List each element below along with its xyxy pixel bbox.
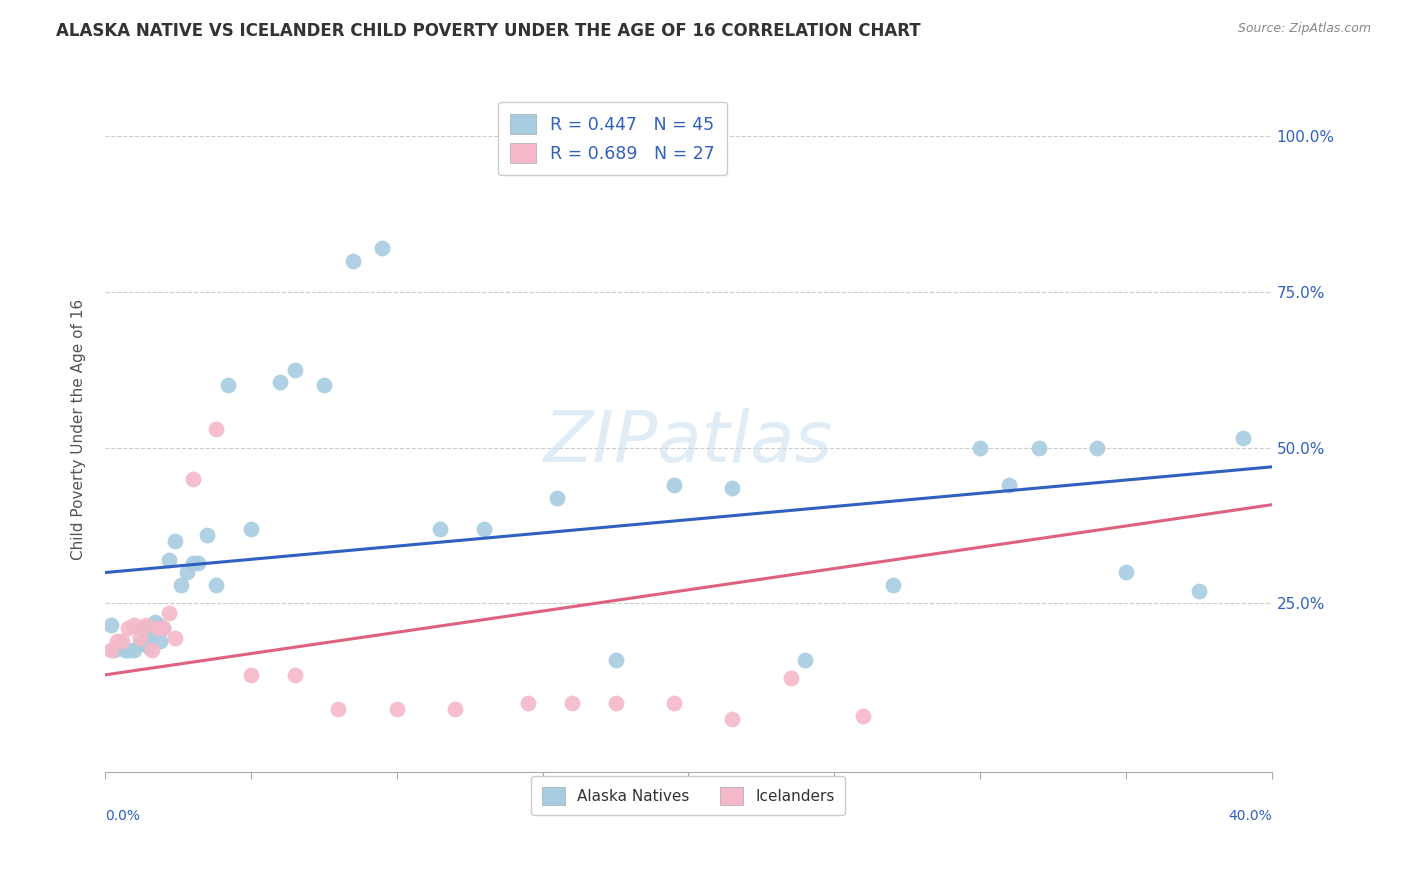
Point [195,528,218,542]
Point [239,522,262,536]
Point [1085,441,1108,455]
Point [187,556,209,570]
Point [117,643,139,657]
Point [794,652,817,666]
Point [181,556,204,570]
Point [111,633,134,648]
Point [385,702,408,716]
Point [146,618,169,632]
Point [217,378,239,392]
Point [163,631,186,645]
Point [152,621,174,635]
Point [371,241,394,255]
Point [312,378,335,392]
Point [181,472,204,486]
Point [517,696,540,710]
Point [122,618,145,632]
Point [141,643,163,657]
Point [779,671,801,685]
Point [176,566,198,580]
Point [546,491,568,505]
Point [103,643,125,657]
Point [129,631,152,645]
Point [239,668,262,682]
Point [157,553,180,567]
Point [117,621,139,635]
Point [721,712,744,726]
Point [122,643,145,657]
Point [141,627,163,641]
Point [100,643,122,657]
Point [1188,584,1211,599]
Point [662,478,685,492]
Text: Source: ZipAtlas.com: Source: ZipAtlas.com [1237,22,1371,36]
Point [132,621,155,635]
Point [163,534,186,549]
Point [143,615,166,630]
Point [328,702,350,716]
Point [135,631,157,645]
Point [129,637,152,651]
Text: 0.0%: 0.0% [105,809,141,823]
Point [444,702,467,716]
Point [561,696,583,710]
Point [152,621,174,635]
Legend: Alaska Natives, Icelanders: Alaska Natives, Icelanders [531,776,845,815]
Point [146,621,169,635]
Point [100,618,122,632]
Text: ALASKA NATIVE VS ICELANDER CHILD POVERTY UNDER THE AGE OF 16 CORRELATION CHART: ALASKA NATIVE VS ICELANDER CHILD POVERTY… [56,22,921,40]
Point [969,441,991,455]
Point [170,578,193,592]
Text: 40.0%: 40.0% [1229,809,1272,823]
Point [882,578,904,592]
Point [284,668,307,682]
Point [1232,431,1254,445]
Point [105,633,128,648]
Point [472,522,495,536]
Point [205,578,228,592]
Point [269,376,291,390]
Point [205,422,228,436]
Point [1028,441,1050,455]
Point [284,363,307,377]
Y-axis label: Child Poverty Under the Age of 16: Child Poverty Under the Age of 16 [72,299,86,559]
Point [108,637,131,651]
Text: ZIPatlas: ZIPatlas [544,409,832,477]
Point [721,481,744,495]
Point [605,652,627,666]
Point [149,633,172,648]
Point [605,696,627,710]
Point [135,618,157,632]
Point [662,696,685,710]
Point [342,253,364,268]
Point [1115,566,1137,580]
Point [852,708,875,723]
Point [114,643,136,657]
Point [157,606,180,620]
Point [138,640,160,654]
Point [429,522,451,536]
Point [998,478,1021,492]
